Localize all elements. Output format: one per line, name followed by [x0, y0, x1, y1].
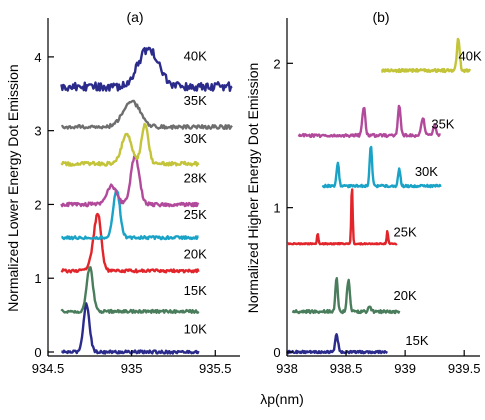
panel-a-x-tick-label: 934.5: [32, 361, 65, 376]
panel-b-y-tick-label: 2: [273, 56, 280, 71]
panel-a-ticks: 934.5 935 935.5 0 1 2 3 4: [32, 50, 232, 376]
panel-b-y-axis-label: Normalized Higher Energy Dot Emission: [245, 63, 261, 314]
panel-a-series-30K: [60, 122, 200, 167]
panel-a-series-35K: [61, 99, 233, 130]
panel-b-series-label: 40K: [459, 48, 482, 63]
panel-b-series-40K: [380, 37, 472, 74]
panel-b-series-15K: [286, 333, 388, 355]
panel-b-series-label: 20K: [394, 288, 417, 303]
panel-a-series-label: 30K: [184, 131, 207, 146]
panel-b-series-label: 35K: [431, 116, 454, 131]
panel-a-y-tick-label: 2: [34, 197, 41, 212]
panel-a-plot: 10K 15K 20K 25K 28K 30K 35K 40K: [60, 46, 233, 355]
panel-b-x-tick-label: 939.5: [448, 361, 481, 376]
panel-a-series-10K: [61, 302, 200, 355]
panel-a: 10K 15K 20K 25K 28K 30K 35K 40K 934.5 935 935.5 0 1…: [5, 9, 240, 376]
panel-a-series-label: 25K: [184, 207, 207, 222]
panel-b-y-tick-label: 0: [273, 345, 280, 360]
panel-a-series-40K: [60, 46, 233, 92]
panel-b-series-label: 15K: [405, 333, 428, 348]
panel-a-y-tick-label: 3: [34, 124, 41, 139]
x-axis-label: λp(nm): [260, 391, 304, 407]
panel-a-label: (a): [126, 9, 143, 25]
panel-a-series-label: 20K: [184, 246, 207, 261]
panel-a-series-20K: [60, 212, 200, 274]
panel-a-series-28K: [60, 155, 200, 208]
panel-b-series-35K: [297, 104, 441, 139]
panel-b-plot: 15K 20K 25K 30K 35K 40K: [286, 37, 482, 355]
panel-a-y-tick-label: 0: [34, 345, 41, 360]
panel-a-y-axis-label: Normalized Lower Energy Dot Emission: [5, 64, 21, 311]
panel-b-x-tick-label: 938: [276, 361, 298, 376]
panel-a-y-tick-label: 4: [34, 50, 41, 65]
panel-a-x-tick-label: 935.5: [199, 361, 232, 376]
panel-a-series-25K: [61, 189, 199, 241]
panel-a-series-label: 35K: [184, 93, 207, 108]
panel-b-series-25K: [286, 188, 398, 246]
panel-a-series-15K: [60, 266, 200, 315]
panel-a-y-tick-label: 1: [34, 271, 41, 286]
panel-a-x-tick-label: 935: [121, 361, 143, 376]
panel-b-ticks: 938 938.5 939 939.5 0 1 2: [273, 56, 480, 376]
panel-b-series-label: 25K: [394, 225, 417, 240]
panel-a-series-label: 15K: [184, 283, 207, 298]
panel-b-label: (b): [372, 9, 389, 25]
panel-a-series-label: 10K: [184, 322, 207, 337]
panel-b-x-tick-label: 938.5: [330, 361, 363, 376]
panel-b-series-label: 30K: [415, 164, 438, 179]
panel-a-series-label: 40K: [184, 49, 207, 64]
panel-b: 15K 20K 25K 30K 35K 40K 938 938.5 939 939.5 0 1 2 (…: [245, 9, 482, 376]
panel-b-series-20K: [291, 277, 401, 315]
panel-b-series-30K: [321, 145, 442, 189]
panel-b-x-tick-label: 939: [394, 361, 416, 376]
panel-a-series-label: 28K: [184, 170, 207, 185]
panel-b-y-tick-label: 1: [273, 201, 280, 216]
